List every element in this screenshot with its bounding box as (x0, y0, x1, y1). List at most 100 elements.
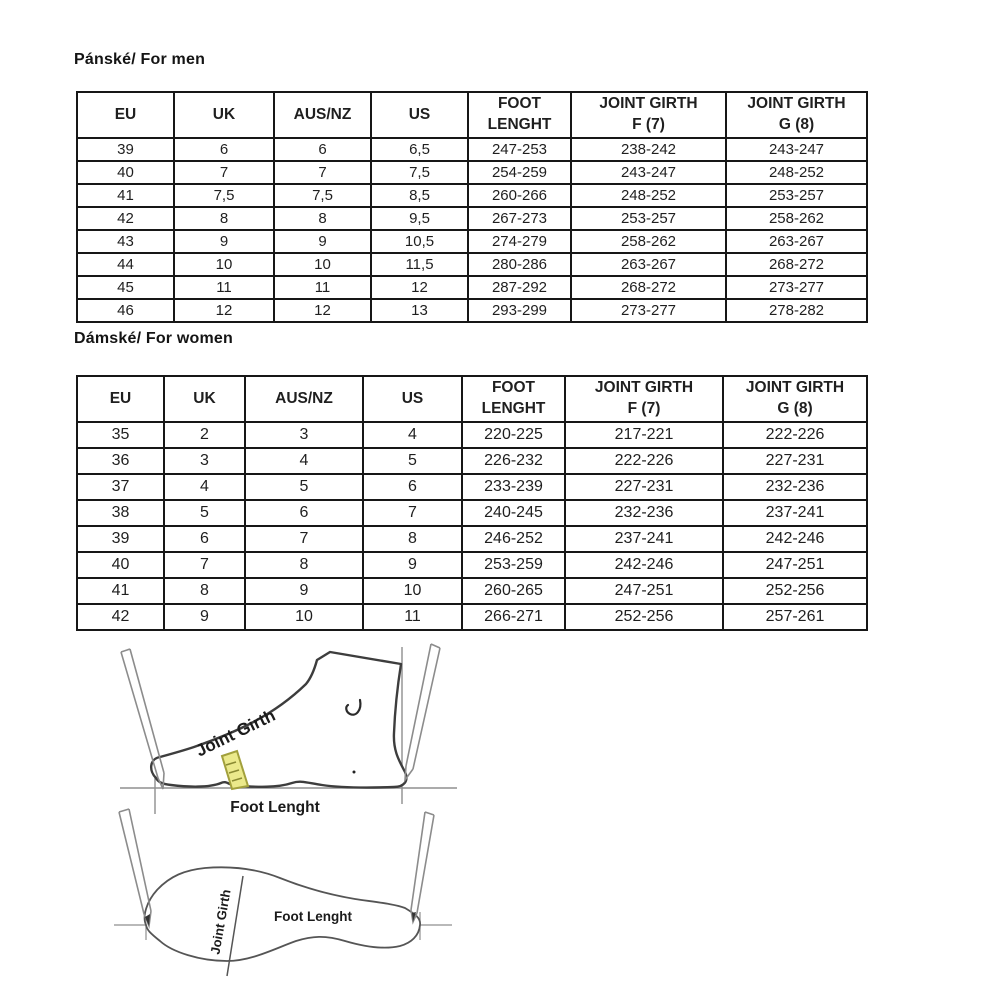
table-row: 46 12 12 13 293-299 273-277 278-282 (76, 298, 868, 323)
table-cell: 238-242 (570, 137, 727, 162)
table-cell: 12 (273, 298, 372, 323)
table-cell: 4 (362, 421, 463, 449)
pencil-tip (145, 914, 150, 926)
table-cell: 232-236 (722, 473, 868, 501)
table-cell: 242-246 (564, 551, 724, 579)
table-cell: 8 (173, 206, 275, 231)
table-cell: 258-262 (570, 229, 727, 254)
table-cell: 6 (362, 473, 463, 501)
column-header: UK (173, 91, 275, 139)
column-header: JOINT GIRTH G (8) (722, 375, 868, 423)
table-cell: 267-273 (467, 206, 572, 231)
column-header: US (370, 91, 469, 139)
table-cell: 227-231 (564, 473, 724, 501)
column-header: AUS/NZ (244, 375, 364, 423)
table-cell: 4 (163, 473, 246, 501)
men-section-title: Pánské/ For men (74, 51, 206, 68)
table-cell: 227-231 (722, 447, 868, 475)
table-row: 40 7 8 9 253-259 242-246 247-251 (76, 551, 868, 579)
table-cell: 40 (76, 551, 165, 579)
table-cell: 3 (163, 447, 246, 475)
column-header: AUS/NZ (273, 91, 372, 139)
table-cell: 266-271 (461, 603, 566, 631)
table-cell: 8 (163, 577, 246, 605)
column-header: JOINT GIRTH G (8) (725, 91, 868, 139)
table-cell: 222-226 (564, 447, 724, 475)
measuring-tape (220, 749, 250, 791)
table-cell: 43 (76, 229, 175, 254)
table-cell: 263-267 (570, 252, 727, 277)
table-row: 38 5 6 7 240-245 232-236 237-241 (76, 499, 868, 527)
table-cell: 8 (362, 525, 463, 553)
table-cell: 287-292 (467, 275, 572, 300)
table-cell: 257-261 (722, 603, 868, 631)
table-cell: 268-272 (570, 275, 727, 300)
table-cell: 6,5 (370, 137, 469, 162)
table-cell: 226-232 (461, 447, 566, 475)
table-cell: 293-299 (467, 298, 572, 323)
women-section-title: Dámské/ For women (74, 330, 234, 347)
table-cell: 8 (244, 551, 364, 579)
table-cell: 7 (173, 160, 275, 185)
table-cell: 42 (76, 206, 175, 231)
table-cell: 8 (273, 206, 372, 231)
table-cell: 247-251 (564, 577, 724, 605)
pencil-icon (404, 643, 441, 783)
column-header: JOINT GIRTH F (7) (564, 375, 724, 423)
table-cell: 5 (244, 473, 364, 501)
table-cell: 38 (76, 499, 165, 527)
table-cell: 237-241 (722, 499, 868, 527)
foot-side-view-diagram: Joint Girth Foot Lenght (120, 643, 457, 816)
table-cell: 2 (163, 421, 246, 449)
foot-length-label: Foot Lenght (274, 909, 352, 924)
column-header: FOOT LENGHT (467, 91, 572, 139)
table-cell: 242-246 (722, 525, 868, 553)
table-cell: 3 (244, 421, 364, 449)
table-cell: 42 (76, 603, 165, 631)
table-row: 41 8 9 10 260-265 247-251 252-256 (76, 577, 868, 605)
table-cell: 258-262 (725, 206, 868, 231)
dot-mark (352, 770, 356, 774)
table-cell: 41 (76, 577, 165, 605)
table-cell: 41 (76, 183, 175, 208)
table-cell: 36 (76, 447, 165, 475)
table-cell: 10 (362, 577, 463, 605)
column-header: EU (76, 375, 165, 423)
table-row: 44 10 10 11,5 280-286 263-267 268-272 (76, 252, 868, 277)
table-cell: 39 (76, 137, 175, 162)
table-cell: 243-247 (570, 160, 727, 185)
table-cell: 243-247 (725, 137, 868, 162)
table-cell: 253-257 (725, 183, 868, 208)
table-cell: 7,5 (273, 183, 372, 208)
table-cell: 10 (273, 252, 372, 277)
table-cell: 268-272 (725, 252, 868, 277)
ankle-mark (345, 698, 362, 716)
table-cell: 254-259 (467, 160, 572, 185)
table-cell: 246-252 (461, 525, 566, 553)
table-cell: 240-245 (461, 499, 566, 527)
table-cell: 4 (244, 447, 364, 475)
table-cell: 10,5 (370, 229, 469, 254)
table-row: 41 7,5 7,5 8,5 260-266 248-252 253-257 (76, 183, 868, 208)
table-cell: 9 (244, 577, 364, 605)
table-row: 36 3 4 5 226-232 222-226 227-231 (76, 447, 868, 475)
table-cell: 6 (244, 499, 364, 527)
table-cell: 7 (163, 551, 246, 579)
column-header: FOOT LENGHT (461, 375, 566, 423)
table-cell: 45 (76, 275, 175, 300)
table-cell: 35 (76, 421, 165, 449)
table-row: 42 8 8 9,5 267-273 253-257 258-262 (76, 206, 868, 231)
table-cell: 253-257 (570, 206, 727, 231)
table-cell: 278-282 (725, 298, 868, 323)
table-cell: 7,5 (370, 160, 469, 185)
column-header: EU (76, 91, 175, 139)
pencil-icon (118, 808, 152, 930)
table-cell: 11,5 (370, 252, 469, 277)
table-cell: 280-286 (467, 252, 572, 277)
table-cell: 7,5 (173, 183, 275, 208)
joint-girth-line (226, 875, 244, 977)
table-cell: 40 (76, 160, 175, 185)
table-header-row: EU UK AUS/NZ US FOOT LENGHT JOINT GIRTH F (7)… (76, 91, 868, 139)
table-cell: 9 (163, 603, 246, 631)
